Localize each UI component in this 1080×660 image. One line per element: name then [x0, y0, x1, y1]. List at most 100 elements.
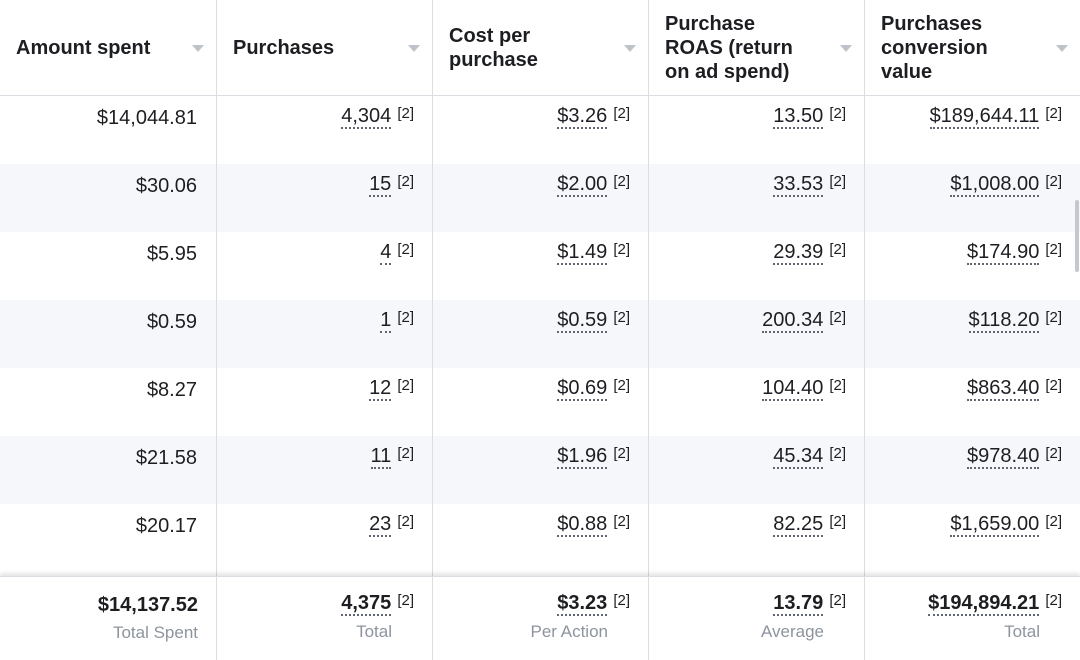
table-cell-purchases: 1 [2]: [217, 300, 433, 368]
cell-value-link[interactable]: 104.40: [762, 377, 824, 401]
column-header-label: Amount spent: [16, 37, 151, 59]
footnote-marker: [2]: [829, 173, 846, 190]
table-header: Amount spent Purchases Cost per purchase…: [0, 0, 1080, 96]
cell-value-link[interactable]: 4,304: [341, 105, 392, 129]
table-row[interactable]: $8.27 12 [2] $0.69 [2] 104.40 [2] $863.40 [2]: [0, 368, 1080, 436]
cell-value-link[interactable]: $1.49: [557, 241, 608, 265]
table-cell-roas: 200.34 [2]: [649, 300, 865, 368]
footnote-marker: [2]: [397, 445, 414, 462]
cell-value-link[interactable]: 82.25: [773, 513, 824, 537]
cell-value-link[interactable]: $863.40: [967, 377, 1040, 401]
cell-value-link[interactable]: 15: [369, 173, 392, 197]
footnote-marker: [2]: [829, 513, 846, 530]
table-cell-purchases: 4,304 [2]: [217, 96, 433, 164]
sort-caret-icon[interactable]: [1056, 45, 1068, 52]
table-row[interactable]: $14,044.81 4,304 [2] $3.26 [2] 13.50 [2] $189,6…: [0, 96, 1080, 164]
total-value: $14,137.52: [97, 594, 198, 616]
cell-value-link[interactable]: $0.59: [557, 309, 608, 333]
footnote-marker: [2]: [829, 309, 846, 326]
sort-caret-icon[interactable]: [192, 45, 204, 52]
cell-value: $21.58: [135, 447, 197, 469]
column-header-conversion-value[interactable]: Purchases conversion value: [865, 0, 1080, 96]
cell-value-link[interactable]: 23: [369, 513, 392, 537]
footnote-marker: [2]: [613, 105, 630, 122]
column-header-label: Cost per purchase: [449, 25, 538, 71]
table-row[interactable]: $0.59 1 [2] $0.59 [2] 200.34 [2] $118.20 [2]: [0, 300, 1080, 368]
table-row[interactable]: $20.17 23 [2] $0.88 [2] 82.25 [2] $1,659.00 [2]: [0, 504, 1080, 572]
column-header-purchase-roas[interactable]: Purchase ROAS (return on ad spend): [649, 0, 865, 96]
vertical-scrollbar[interactable]: [1074, 96, 1080, 576]
footnote-marker: [2]: [829, 241, 846, 258]
table-cell-spent: $30.06: [0, 164, 217, 232]
scrollbar-thumb[interactable]: [1075, 200, 1079, 272]
cell-value-link[interactable]: 200.34: [762, 309, 824, 333]
cell-value-link[interactable]: $118.20: [968, 309, 1040, 333]
column-header-cost-per-purchase[interactable]: Cost per purchase: [433, 0, 649, 96]
cell-value-link[interactable]: 1: [380, 309, 392, 333]
cell-value-link[interactable]: $0.69: [557, 377, 608, 401]
cell-value-link[interactable]: $2.00: [557, 173, 608, 197]
total-value-link[interactable]: 4,375: [341, 592, 392, 616]
cell-value-link[interactable]: 13.50: [773, 105, 824, 129]
sort-caret-icon[interactable]: [624, 45, 636, 52]
total-value-link[interactable]: 13.79: [773, 592, 824, 616]
cell-value-link[interactable]: $978.40: [967, 445, 1040, 469]
table-cell-spent: $5.95: [0, 232, 217, 300]
cell-value-link[interactable]: $1,008.00: [950, 173, 1040, 197]
table-cell-purchases: 4 [2]: [217, 232, 433, 300]
table-cell-cost: $0.59 [2]: [433, 300, 649, 368]
cell-value-link[interactable]: 11: [370, 445, 392, 469]
cell-value-link[interactable]: 29.39: [773, 241, 824, 265]
table-cell-spent: $21.58: [0, 436, 217, 504]
cell-value-link[interactable]: $3.26: [557, 105, 608, 129]
cell-value-link[interactable]: $0.88: [557, 513, 608, 537]
total-value-link[interactable]: $3.23: [557, 592, 608, 616]
total-value-link[interactable]: $194,894.21: [928, 592, 1040, 616]
cell-value-link[interactable]: $189,644.11: [929, 105, 1040, 129]
footnote-marker: [2]: [829, 592, 846, 609]
column-header-amount-spent[interactable]: Amount spent: [0, 0, 217, 96]
table-cell-value: $863.40 [2]: [865, 368, 1080, 436]
total-conversion-value: $194,894.21 [2] Total: [865, 577, 1080, 660]
cell-value-link[interactable]: $1,659.00: [950, 513, 1040, 537]
table-cell-value: $978.40 [2]: [865, 436, 1080, 504]
total-label: Total: [356, 622, 392, 641]
table-cell-value: $118.20 [2]: [865, 300, 1080, 368]
table-cell-roas: 29.39 [2]: [649, 232, 865, 300]
table-row[interactable]: $5.95 4 [2] $1.49 [2] 29.39 [2] $174.90 [2]: [0, 232, 1080, 300]
sort-caret-icon[interactable]: [408, 45, 420, 52]
table-cell-spent: $8.27: [0, 368, 217, 436]
footnote-marker: [2]: [613, 309, 630, 326]
footnote-marker: [2]: [1045, 105, 1062, 122]
cell-value-link[interactable]: 33.53: [773, 173, 824, 197]
footnote-marker: [2]: [1045, 173, 1062, 190]
cell-value-link[interactable]: 4: [380, 241, 392, 265]
footnote-marker: [2]: [613, 241, 630, 258]
table-row[interactable]: $30.06 15 [2] $2.00 [2] 33.53 [2] $1,008.00 [2]: [0, 164, 1080, 232]
column-header-label: Purchases: [233, 37, 335, 59]
total-cost-per-purchase: $3.23 [2] Per Action: [433, 577, 649, 660]
table-cell-cost: $2.00 [2]: [433, 164, 649, 232]
table-cell-spent: $14,044.81: [0, 96, 217, 164]
footnote-marker: [2]: [397, 513, 414, 530]
footnote-marker: [2]: [829, 445, 846, 462]
total-label: Average: [760, 622, 824, 641]
cell-value-link[interactable]: $174.90: [967, 241, 1040, 265]
table-row[interactable]: $21.58 11 [2] $1.96 [2] 45.34 [2] $978.40 [2]: [0, 436, 1080, 504]
table-body-filler: [0, 572, 1080, 578]
cell-value-link[interactable]: $1.96: [557, 445, 608, 469]
footnote-marker: [2]: [1045, 592, 1062, 609]
footnote-marker: [2]: [829, 105, 846, 122]
column-header-purchases[interactable]: Purchases: [217, 0, 433, 96]
cell-value-link[interactable]: 45.34: [773, 445, 824, 469]
cell-value-link[interactable]: 12: [369, 377, 392, 401]
footnote-marker: [2]: [613, 377, 630, 394]
sort-caret-icon[interactable]: [840, 45, 852, 52]
footnote-marker: [2]: [397, 241, 414, 258]
table-cell-purchases: 15 [2]: [217, 164, 433, 232]
total-label: Total: [1004, 622, 1040, 641]
footnote-marker: [2]: [1045, 513, 1062, 530]
cell-value: $0.59: [146, 311, 197, 333]
cell-value: $14,044.81: [96, 107, 197, 129]
